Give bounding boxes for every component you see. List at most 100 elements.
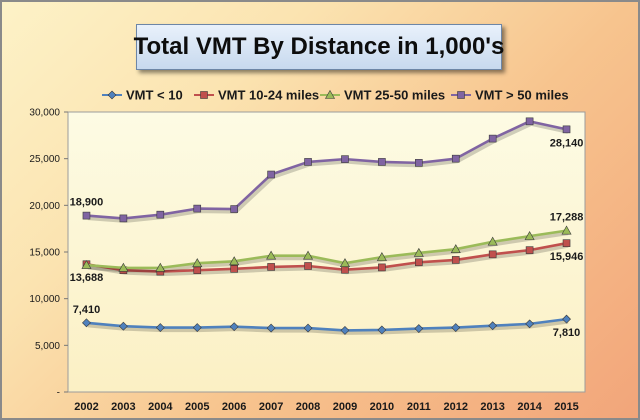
data-point [450,244,461,253]
data-label: 18,900 [70,197,104,209]
series-line-shadow [87,120,569,223]
data-point [561,225,572,235]
series-line [86,229,567,270]
x-tick-label: 2011 [407,401,431,413]
data-point [339,258,350,268]
data-point [414,324,424,333]
data-point [451,154,460,163]
legend-marker [324,89,336,99]
y-tick-label: 5,000 [35,341,60,352]
data-point [192,258,203,268]
data-point [229,256,240,266]
data-point [415,159,423,167]
legend-label: VMT > 50 miles [475,88,569,103]
data-point [81,259,92,269]
x-tick-label: 2004 [148,401,173,413]
data-point [525,117,534,126]
data-point [488,134,497,143]
x-tick-label: 2015 [554,401,578,413]
data-point [230,264,238,273]
data-point [119,214,128,223]
data-point [156,210,165,219]
data-point [155,323,165,333]
y-tick-label: 20,000 [29,201,60,212]
x-axis: 2002 2003 2004 2005 2006 2007 2008 2009 2010 2011… [74,401,579,413]
data-point [193,204,202,213]
data-point [488,250,497,259]
data-point [376,252,387,261]
legend-marker [107,90,117,100]
chart-title-box: Total VMT By Distance in 1,000's [133,24,505,70]
data-point [525,319,535,329]
x-tick-label: 2008 [296,401,320,413]
data-point [451,256,460,264]
legend-marker [457,91,465,99]
data-point [155,262,166,272]
data-point [82,211,91,220]
data-point [229,322,239,332]
data-point [303,250,314,260]
series-line-shadow [87,318,569,335]
series-group [81,117,572,335]
data-point [192,323,202,333]
data-point [266,323,276,333]
data-point [377,325,387,335]
legend-label: VMT 25-50 miles [344,88,445,103]
x-tick-label: 2005 [185,401,209,413]
data-point [378,158,386,166]
y-tick-label: 30,000 [29,108,60,119]
x-tick-label: 2003 [111,401,135,413]
x-tick-label: 2002 [74,401,98,413]
x-tick-label: 2009 [333,401,357,413]
data-point [451,323,461,333]
data-point [562,239,571,247]
legend-marker [200,91,208,99]
data-point [341,155,349,163]
data-point [340,325,350,335]
data-label: 17,288 [550,212,584,224]
y-tick-label: 25,000 [29,154,60,165]
data-point [562,314,571,324]
data-point [413,247,424,257]
legend-label: VMT < 10 [126,88,183,103]
y-tick-label: 15,000 [29,248,60,259]
data-point [304,262,312,270]
y-tick-label: 10,000 [29,294,60,305]
data-label: 13,688 [70,272,104,284]
data-point [562,125,571,134]
data-point [118,321,128,331]
y-axis: - 5,000 10,000 15,000 20,000 25,000 30,000 [29,108,68,399]
series-line [86,241,567,273]
data-point [82,318,91,328]
data-point [118,262,129,272]
legend: VMT < 10 VMT 10-24 miles VMT 25-50 miles VM… [102,88,569,103]
data-point [230,205,238,213]
chart-title: Total VMT By Distance in 1,000's [133,33,505,60]
data-point [415,258,423,267]
data-point [304,158,312,166]
data-label: 7,810 [553,327,581,339]
x-tick-label: 2007 [259,401,283,413]
x-tick-label: 2006 [222,401,246,413]
plot-area [67,111,586,393]
legend-label: VMT 10-24 miles [218,88,319,103]
data-label: 15,946 [550,251,584,263]
data-point [487,236,498,246]
data-point [267,170,275,179]
x-tick-label: 2010 [370,401,394,413]
series-line [86,317,567,332]
data-point [267,263,275,271]
data-point [488,321,498,331]
series-line [86,120,567,220]
data-point [303,323,313,333]
y-tick-label: - [57,388,60,399]
data-point [378,263,386,272]
data-label: 28,140 [550,137,584,149]
data-labels: 18,900 28,140 13,688 17,288 15,946 7,410 7,810 [70,137,584,339]
data-point [266,250,277,260]
x-tick-label: 2014 [517,401,542,413]
data-label: 7,410 [73,304,101,316]
data-point [525,246,534,254]
series-line-shadow [87,242,569,277]
